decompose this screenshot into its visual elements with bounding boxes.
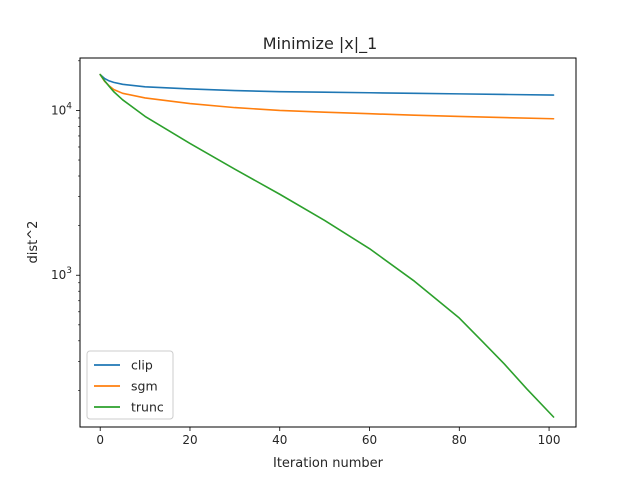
legend-box: [86, 350, 174, 420]
chart-title: Minimize |x|_1: [263, 34, 378, 54]
series-line-trunc: [99, 73, 555, 418]
legend-label-trunc: trunc: [131, 400, 164, 415]
x-tick-label: 80: [452, 433, 467, 447]
ticks-layer: 0 20 40 60 80 100 103 104: [51, 60, 561, 447]
y-tick-label: 104: [51, 101, 72, 117]
series-line-clip: [99, 73, 555, 96]
legend-label-sgm: sgm: [131, 379, 158, 394]
plot-frame: [79, 57, 577, 428]
x-tick-label: 20: [182, 433, 197, 447]
x-tick-label: 40: [272, 433, 287, 447]
x-tick-label: 60: [362, 433, 377, 447]
series-layer: [99, 73, 555, 418]
legend-label-clip: clip: [131, 358, 153, 373]
y-axis-label: dist^2: [26, 221, 41, 264]
x-tick-label: 0: [96, 433, 104, 447]
legend: clip sgm trunc: [86, 350, 174, 420]
y-tick-label: 103: [51, 266, 72, 282]
x-axis-label: Iteration number: [273, 456, 384, 471]
x-tick-label: 100: [538, 433, 561, 447]
